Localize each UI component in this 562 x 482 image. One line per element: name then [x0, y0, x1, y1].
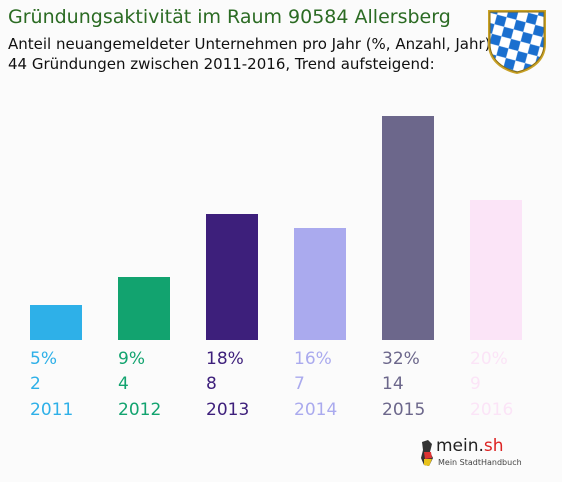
bar-2015 [382, 116, 434, 340]
year-label-2016: 2016 [470, 400, 513, 420]
value-label-2013: 18% [206, 349, 244, 369]
logo-wordmark: mein.sh [436, 436, 504, 456]
count-label-2011: 2 [30, 374, 41, 394]
count-label-2015: 14 [382, 374, 404, 394]
value-label-2012: 9% [118, 349, 145, 369]
year-label-2012: 2012 [118, 400, 161, 420]
year-label-2014: 2014 [294, 400, 337, 420]
chart-summary: 44 Gründungen zwischen 2011-2016, Trend … [8, 55, 435, 73]
year-label-2015: 2015 [382, 400, 425, 420]
chart-title: Gründungsaktivität im Raum 90584 Allersb… [8, 6, 451, 28]
value-label-2015: 32% [382, 349, 420, 369]
value-label-2014: 16% [294, 349, 332, 369]
chart-subtitle: Anteil neuangemeldeter Unternehmen pro J… [8, 35, 491, 53]
bar-2014 [294, 228, 346, 340]
bavaria-crest-icon [488, 10, 546, 74]
logo-tagline: Mein StadtHandbuch [438, 458, 522, 467]
count-label-2014: 7 [294, 374, 305, 394]
value-label-2011: 5% [30, 349, 57, 369]
bar-2016 [470, 200, 522, 340]
value-label-2016: 20% [470, 349, 508, 369]
year-label-2011: 2011 [30, 400, 73, 420]
bar-2013 [206, 214, 258, 340]
bar-2012 [118, 277, 170, 340]
year-label-2013: 2013 [206, 400, 249, 420]
count-label-2016: 9 [470, 374, 481, 394]
mein-sh-logo [421, 440, 433, 466]
count-label-2012: 4 [118, 374, 129, 394]
bar-2011 [30, 305, 82, 340]
count-label-2013: 8 [206, 374, 217, 394]
